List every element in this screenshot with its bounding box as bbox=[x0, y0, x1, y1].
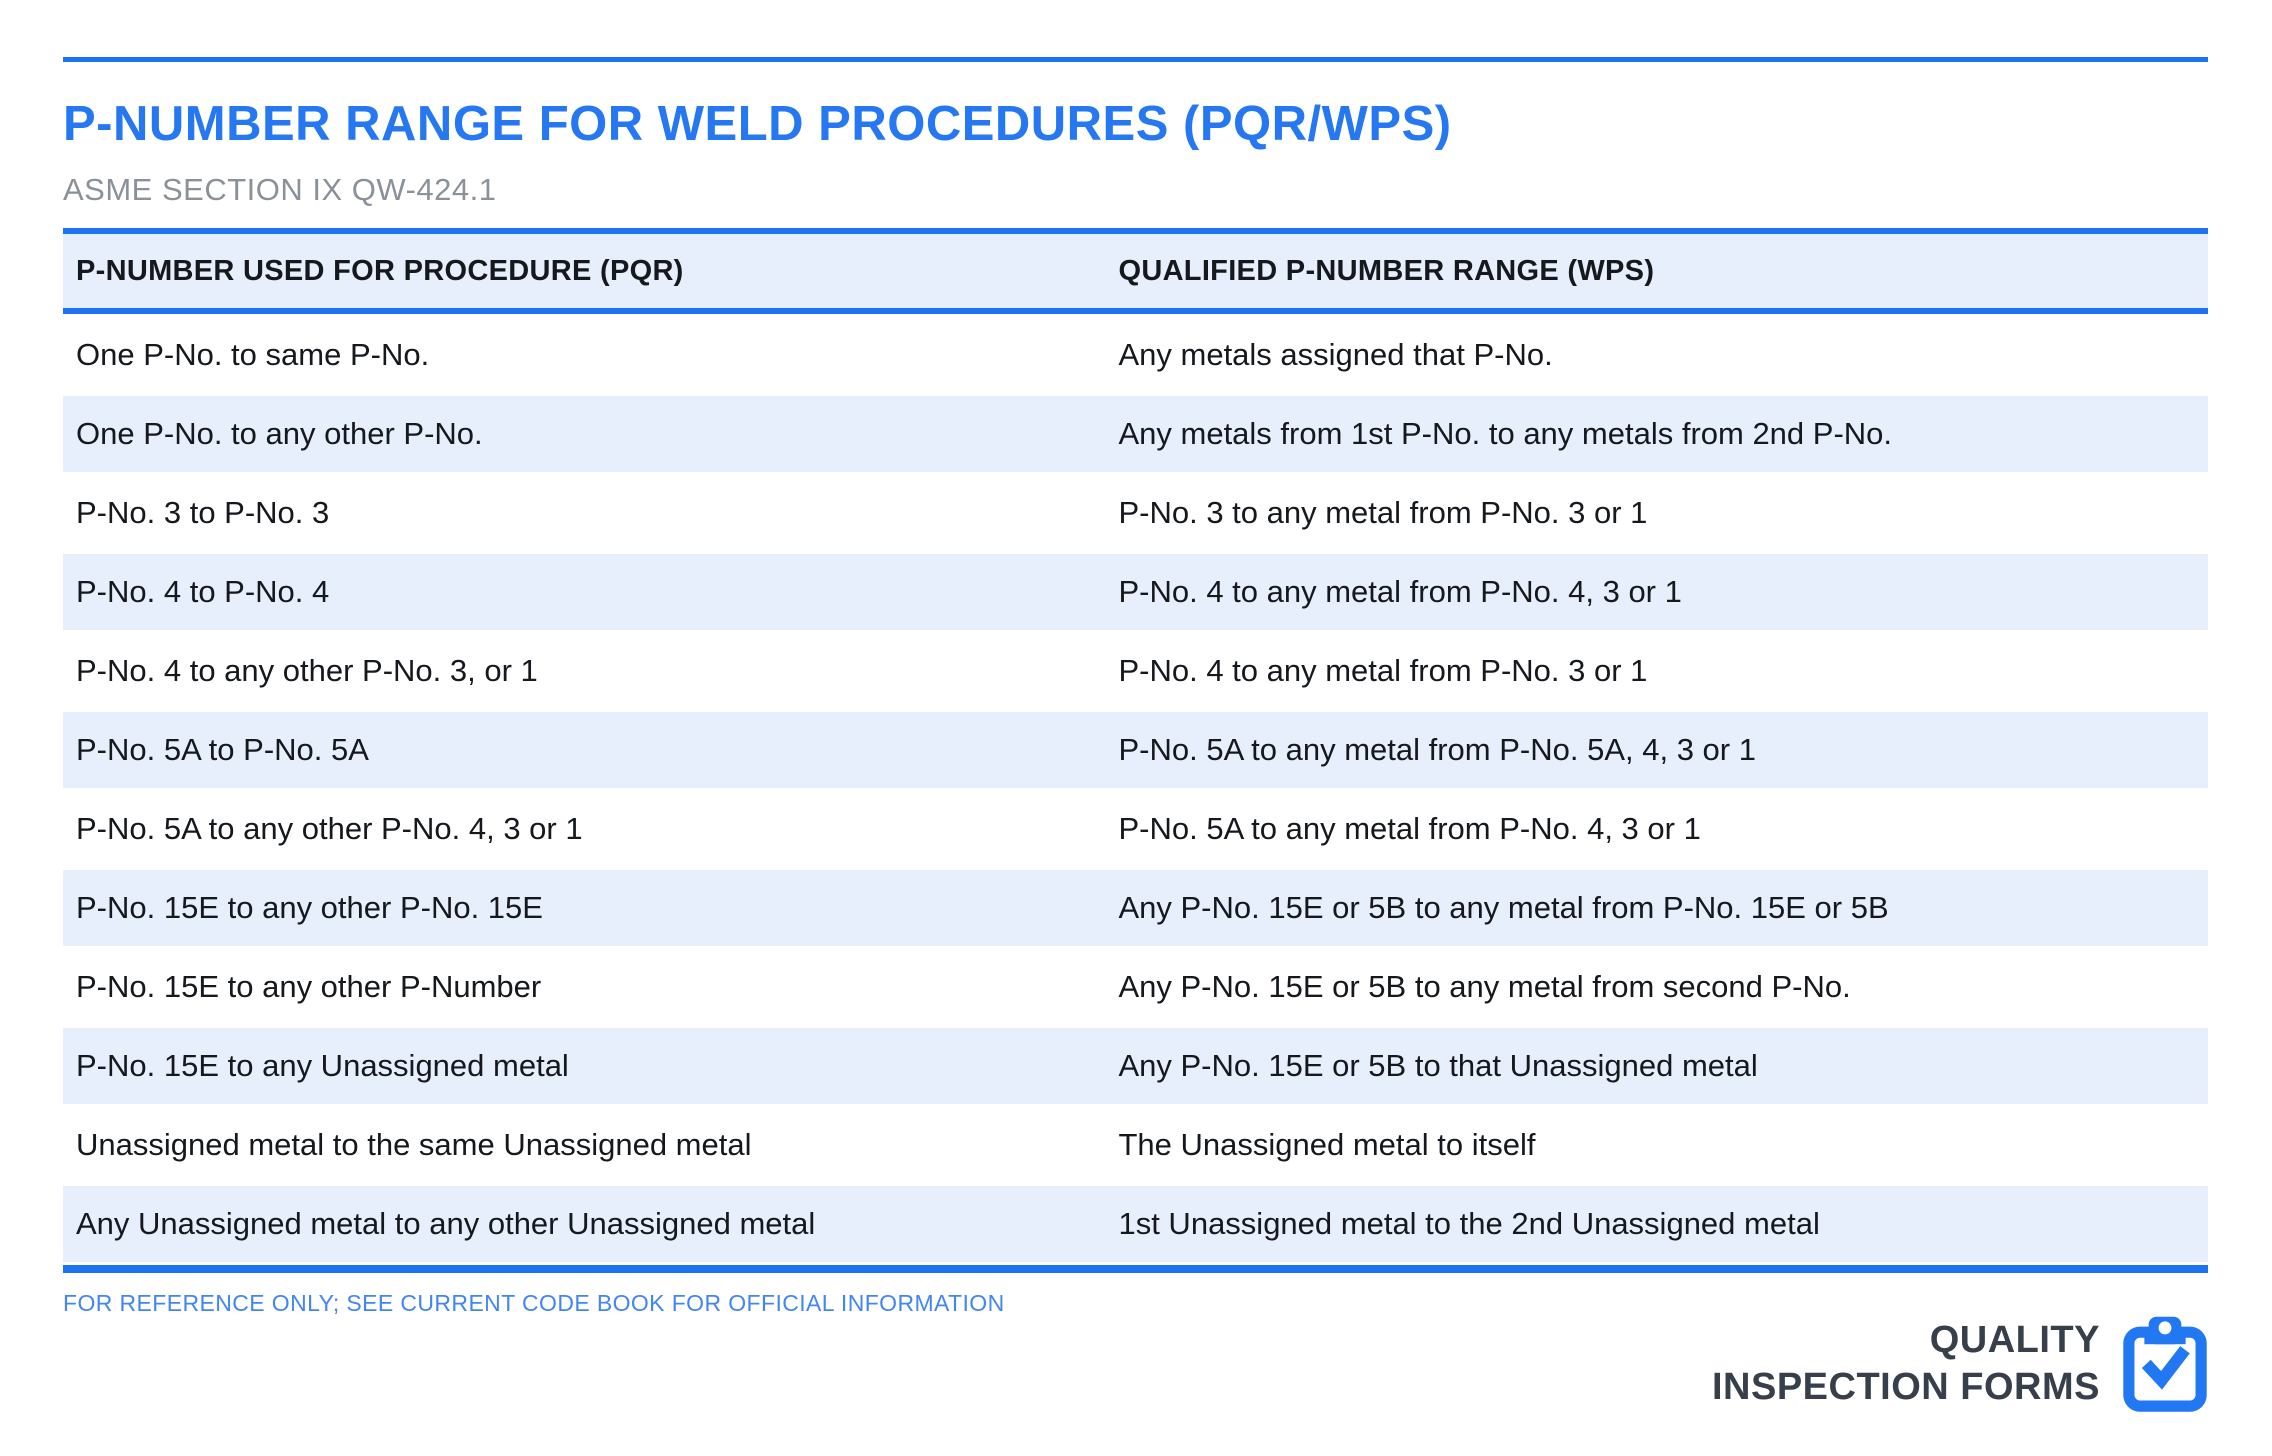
table-row: P-No. 15E to any Unassigned metal Any P-… bbox=[63, 1028, 2208, 1104]
pqr-cell: P-No. 15E to any other P-Number bbox=[76, 969, 542, 1004]
pqr-cell: P-No. 15E to any Unassigned metal bbox=[76, 1048, 569, 1083]
pnumber-table: P-NUMBER USED FOR PROCEDURE (PQR) QUALIF… bbox=[63, 228, 2208, 1273]
pqr-cell: One P-No. to same P-No. bbox=[76, 337, 430, 372]
pqr-cell: One P-No. to any other P-No. bbox=[76, 416, 483, 451]
pqr-cell: P-No. 3 to P-No. 3 bbox=[76, 495, 330, 530]
pqr-cell: Any Unassigned metal to any other Unassi… bbox=[76, 1206, 816, 1241]
table-row: P-No. 4 to any other P-No. 3, or 1 P-No.… bbox=[63, 633, 2208, 709]
table-row: P-No. 15E to any other P-No. 15E Any P-N… bbox=[63, 870, 2208, 946]
wps-cell: Any P-No. 15E or 5B to that Unassigned m… bbox=[1118, 1048, 1758, 1083]
brand-name: QUALITY INSPECTION FORMS bbox=[1712, 1317, 2100, 1411]
wps-cell: Any metals assigned that P-No. bbox=[1118, 337, 1553, 372]
clipboard-check-icon bbox=[2123, 1316, 2207, 1412]
pqr-cell: P-No. 5A to any other P-No. 4, 3 or 1 bbox=[76, 811, 583, 846]
table-row: One P-No. to same P-No. Any metals assig… bbox=[63, 317, 2208, 393]
wps-cell: Any metals from 1st P-No. to any metals … bbox=[1118, 416, 1893, 451]
page-subtitle: ASME SECTION IX QW-424.1 bbox=[63, 172, 497, 207]
wps-cell: Any P-No. 15E or 5B to any metal from P-… bbox=[1118, 890, 1889, 925]
table-row: Any Unassigned metal to any other Unassi… bbox=[63, 1186, 2208, 1262]
pqr-cell: P-No. 15E to any other P-No. 15E bbox=[76, 890, 543, 925]
table-row: P-No. 5A to P-No. 5A P-No. 5A to any met… bbox=[63, 712, 2208, 788]
bottom-divider bbox=[63, 1265, 2208, 1273]
wps-cell: 1st Unassigned metal to the 2nd Unassign… bbox=[1118, 1206, 1820, 1241]
top-divider bbox=[63, 57, 2208, 62]
brand-line1: QUALITY bbox=[1929, 1319, 2100, 1361]
wps-cell: P-No. 5A to any metal from P-No. 5A, 4, … bbox=[1118, 732, 1756, 767]
pqr-cell: P-No. 5A to P-No. 5A bbox=[76, 732, 369, 767]
pqr-cell: P-No. 4 to any other P-No. 3, or 1 bbox=[76, 653, 538, 688]
pqr-cell: Unassigned metal to the same Unassigned … bbox=[76, 1127, 752, 1162]
brand-logo: QUALITY INSPECTION FORMS bbox=[1712, 1312, 2208, 1416]
pqr-cell: P-No. 4 to P-No. 4 bbox=[76, 574, 330, 609]
wps-cell: P-No. 4 to any metal from P-No. 3 or 1 bbox=[1118, 653, 1648, 688]
wps-cell: The Unassigned metal to itself bbox=[1118, 1127, 1536, 1162]
table-row: P-No. 5A to any other P-No. 4, 3 or 1 P-… bbox=[63, 791, 2208, 867]
table-row: One P-No. to any other P-No. Any metals … bbox=[63, 396, 2208, 472]
column-header-pqr: P-NUMBER USED FOR PROCEDURE (PQR) bbox=[76, 254, 684, 287]
table-row: P-No. 3 to P-No. 3 P-No. 3 to any metal … bbox=[63, 475, 2208, 551]
table-row: P-No. 15E to any other P-Number Any P-No… bbox=[63, 949, 2208, 1025]
page-title: P-NUMBER RANGE FOR WELD PROCEDURES (PQR/… bbox=[63, 97, 1452, 151]
wps-cell: P-No. 5A to any metal from P-No. 4, 3 or… bbox=[1118, 811, 1701, 846]
wps-cell: P-No. 3 to any metal from P-No. 3 or 1 bbox=[1118, 495, 1648, 530]
wps-cell: Any P-No. 15E or 5B to any metal from se… bbox=[1118, 969, 1851, 1004]
column-header-wps: QUALIFIED P-NUMBER RANGE (WPS) bbox=[1118, 254, 1655, 287]
wps-cell: P-No. 4 to any metal from P-No. 4, 3 or … bbox=[1118, 574, 1682, 609]
table-header-row: P-NUMBER USED FOR PROCEDURE (PQR) QUALIF… bbox=[63, 228, 2208, 314]
table-row: P-No. 4 to P-No. 4 P-No. 4 to any metal … bbox=[63, 554, 2208, 630]
table-row: Unassigned metal to the same Unassigned … bbox=[63, 1107, 2208, 1183]
reference-note: FOR REFERENCE ONLY; SEE CURRENT CODE BOO… bbox=[63, 1290, 1005, 1316]
brand-line2: INSPECTION FORMS bbox=[1711, 1366, 2100, 1408]
